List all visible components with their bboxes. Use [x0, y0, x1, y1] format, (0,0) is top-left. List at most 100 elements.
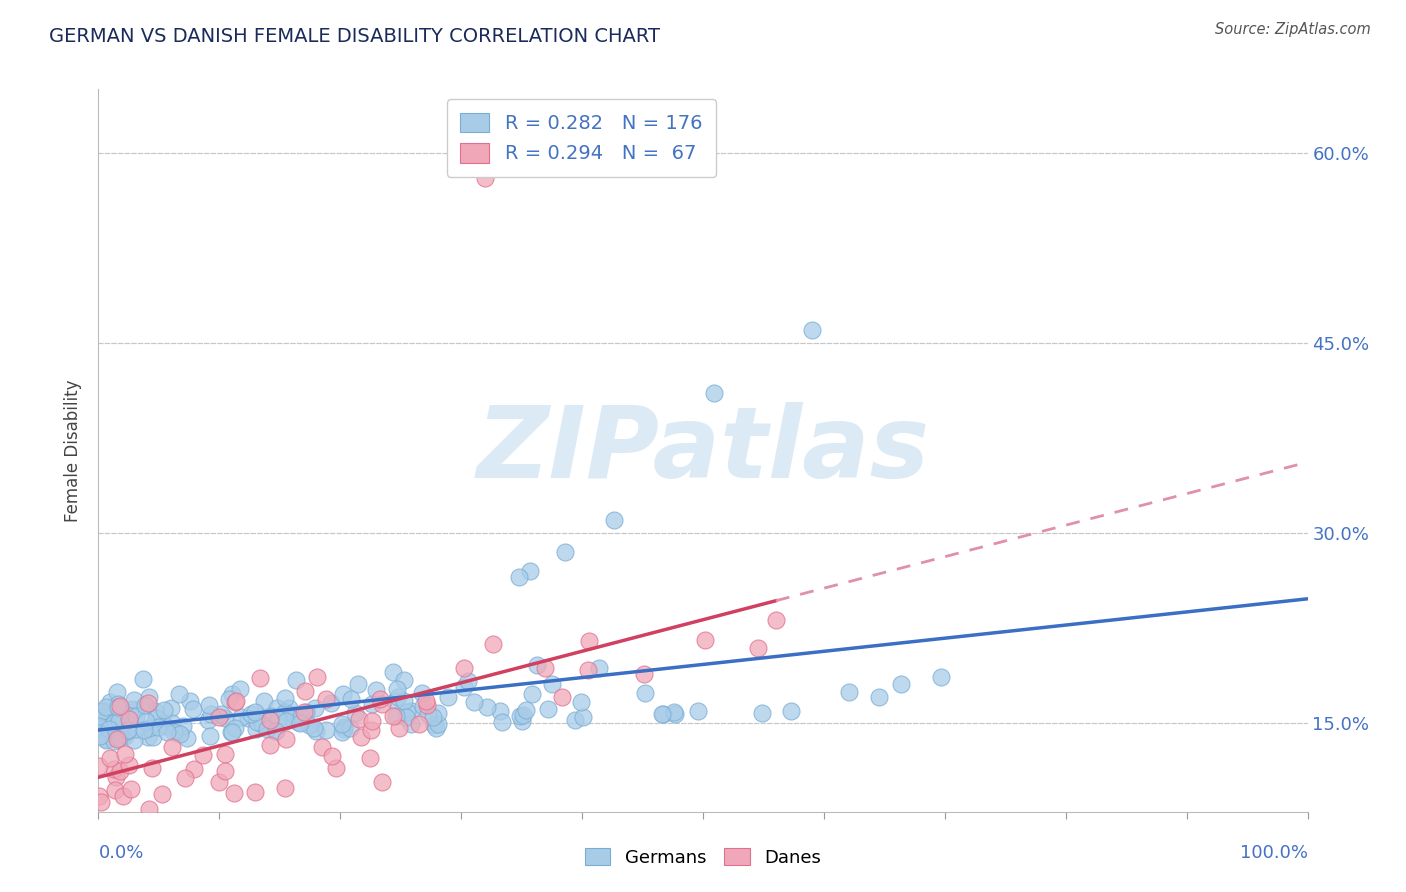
Point [578, 633, 600, 648]
Point [368, 691, 391, 706]
Point [209, 706, 232, 721]
Point [122, 732, 145, 747]
Point [96, 699, 118, 714]
Point [294, 705, 316, 719]
Point [415, 694, 437, 708]
Point [371, 697, 394, 711]
Point [366, 683, 388, 698]
Point [90, 728, 112, 742]
Point [221, 687, 243, 701]
Point [169, 727, 191, 741]
Point [125, 709, 148, 723]
Point [491, 714, 513, 729]
Point [311, 740, 333, 755]
Point [325, 761, 347, 775]
Point [89, 711, 111, 725]
Point [304, 701, 326, 715]
Point [274, 705, 297, 719]
Point [145, 704, 167, 718]
Point [152, 715, 174, 730]
Point [315, 692, 337, 706]
Point [399, 716, 422, 731]
Point [148, 720, 170, 734]
Point [569, 694, 592, 708]
Point [243, 705, 266, 719]
Point [224, 695, 246, 709]
Point [361, 698, 384, 712]
Point [108, 699, 131, 714]
Point [350, 730, 373, 744]
Point [120, 782, 142, 797]
Point [208, 710, 231, 724]
Point [108, 714, 131, 728]
Point [96, 732, 118, 747]
Point [93, 715, 115, 730]
Point [307, 670, 329, 684]
Point [333, 723, 356, 737]
Point [399, 704, 422, 718]
Point [412, 698, 434, 713]
Point [292, 705, 315, 719]
Point [508, 570, 530, 584]
Text: ZIPatlas: ZIPatlas [477, 402, 929, 499]
Point [385, 708, 408, 723]
Text: Source: ZipAtlas.com: Source: ZipAtlas.com [1215, 22, 1371, 37]
Point [371, 775, 394, 789]
Point [138, 730, 160, 744]
Point [214, 764, 236, 778]
Legend: Germans, Danes: Germans, Danes [578, 841, 828, 874]
Point [463, 695, 485, 709]
Point [360, 723, 382, 737]
Point [287, 714, 309, 729]
Point [90, 705, 112, 719]
Point [160, 701, 183, 715]
Point [537, 702, 560, 716]
Point [115, 724, 138, 739]
Point [231, 710, 253, 724]
Point [105, 731, 128, 746]
Point [298, 718, 321, 732]
Point [138, 722, 160, 736]
Point [578, 663, 600, 677]
Point [512, 714, 534, 728]
Point [276, 732, 298, 747]
Point [489, 704, 512, 718]
Point [256, 723, 278, 737]
Point [117, 723, 139, 738]
Point [260, 708, 283, 723]
Point [197, 713, 219, 727]
Point [422, 717, 444, 731]
Point [253, 694, 276, 708]
Point [290, 708, 312, 723]
Point [695, 632, 717, 647]
Point [236, 711, 259, 725]
Point [240, 707, 263, 722]
Point [153, 719, 176, 733]
Point [283, 708, 305, 723]
Point [633, 667, 655, 681]
Point [160, 716, 183, 731]
Point [89, 726, 111, 740]
Point [330, 724, 353, 739]
Point [91, 704, 114, 718]
Point [218, 692, 240, 706]
Point [112, 728, 135, 742]
Y-axis label: Female Disability: Female Disability [65, 379, 83, 522]
Point [274, 780, 297, 795]
Point [284, 673, 307, 687]
Point [588, 661, 610, 675]
Point [426, 706, 449, 720]
Point [290, 715, 312, 730]
Point [103, 734, 125, 748]
Point [387, 690, 409, 705]
Point [138, 690, 160, 704]
Point [302, 721, 325, 735]
Point [98, 751, 121, 765]
Point [274, 691, 297, 706]
Point [662, 705, 685, 719]
Point [382, 665, 405, 679]
Point [321, 749, 343, 764]
Point [114, 729, 136, 743]
Point [333, 720, 356, 734]
Point [408, 716, 430, 731]
